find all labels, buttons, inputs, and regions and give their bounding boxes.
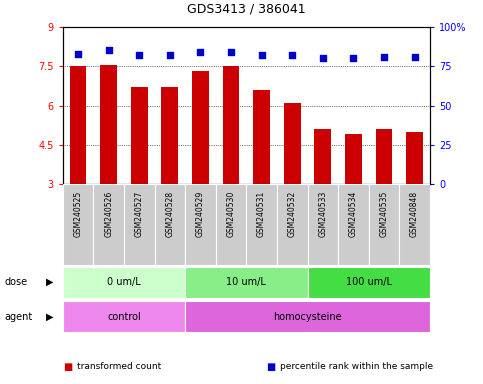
Bar (185, 267, 308, 298)
Point (380, 54, 388, 60)
Bar (223, 66, 240, 184)
Bar (406, 132, 423, 184)
Text: ▶: ▶ (46, 312, 54, 322)
Text: GSM240528: GSM240528 (165, 191, 174, 237)
Text: dose: dose (5, 277, 28, 287)
Bar (100, 65, 117, 184)
Bar (192, 71, 209, 184)
Text: ■: ■ (63, 362, 72, 372)
Bar (369, 184, 399, 265)
Text: GSM240527: GSM240527 (135, 191, 144, 237)
Bar (185, 301, 430, 332)
Bar (161, 87, 178, 184)
Text: ▶: ▶ (46, 277, 54, 287)
Text: GSM240533: GSM240533 (318, 191, 327, 237)
Point (350, 55, 357, 61)
Text: homocysteine: homocysteine (273, 312, 342, 322)
Point (105, 47, 113, 53)
Bar (308, 184, 338, 265)
Point (227, 49, 235, 55)
Text: GSM240526: GSM240526 (104, 191, 113, 237)
Point (319, 55, 327, 61)
Text: transformed count: transformed count (77, 362, 161, 371)
Point (197, 49, 204, 55)
Bar (277, 184, 308, 265)
Text: GSM240525: GSM240525 (73, 191, 83, 237)
Text: GSM240848: GSM240848 (410, 191, 419, 237)
Point (135, 52, 143, 58)
Text: GSM240534: GSM240534 (349, 191, 358, 237)
Point (74, 51, 82, 57)
Bar (93, 184, 124, 265)
Point (258, 52, 266, 58)
Bar (376, 129, 392, 184)
Text: GSM240529: GSM240529 (196, 191, 205, 237)
Text: ■: ■ (266, 362, 275, 372)
Bar (399, 184, 430, 265)
Text: GSM240531: GSM240531 (257, 191, 266, 237)
Text: percentile rank within the sample: percentile rank within the sample (280, 362, 433, 371)
Text: GSM240532: GSM240532 (288, 191, 297, 237)
Bar (185, 184, 216, 265)
Bar (253, 90, 270, 184)
Text: GDS3413 / 386041: GDS3413 / 386041 (187, 2, 306, 15)
Bar (345, 134, 362, 184)
Text: 10 um/L: 10 um/L (227, 277, 266, 287)
Bar (131, 87, 148, 184)
Bar (63, 267, 185, 298)
Text: 100 um/L: 100 um/L (346, 277, 392, 287)
Bar (338, 184, 369, 265)
Bar (314, 129, 331, 184)
Bar (284, 103, 300, 184)
Point (166, 52, 174, 58)
Bar (63, 301, 185, 332)
Text: control: control (107, 312, 141, 322)
Bar (216, 184, 246, 265)
Bar (246, 184, 277, 265)
Text: 0 um/L: 0 um/L (107, 277, 141, 287)
Bar (308, 267, 430, 298)
Bar (70, 66, 86, 184)
Text: GSM240535: GSM240535 (380, 191, 388, 237)
Point (411, 54, 418, 60)
Text: agent: agent (5, 312, 33, 322)
Bar (124, 184, 155, 265)
Bar (63, 184, 93, 265)
Point (288, 52, 296, 58)
Text: GSM240530: GSM240530 (227, 191, 236, 237)
Bar (155, 184, 185, 265)
